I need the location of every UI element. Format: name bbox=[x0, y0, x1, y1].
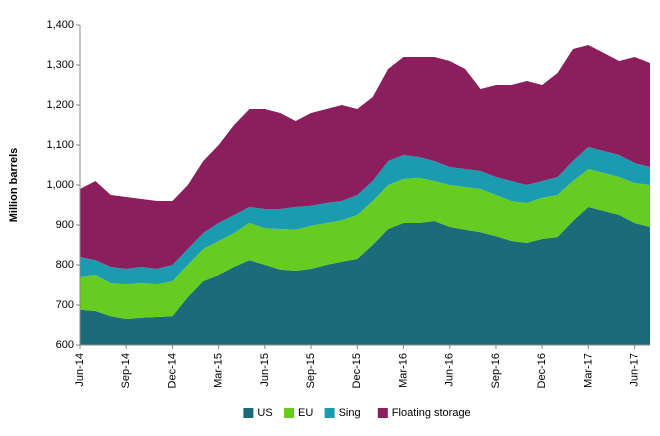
legend-label: Sing bbox=[339, 407, 361, 419]
y-tick-label: 1,000 bbox=[46, 179, 74, 191]
legend-swatch bbox=[324, 408, 335, 418]
y-tick-label: 800 bbox=[56, 259, 74, 271]
legend-swatch bbox=[284, 408, 294, 418]
legend-label: Floating storage bbox=[392, 407, 471, 419]
x-tick-label: Dec-16 bbox=[536, 353, 548, 388]
x-tick-label: Sep-14 bbox=[120, 353, 132, 388]
y-tick-label: 600 bbox=[56, 339, 74, 351]
x-tick-label: Sep-16 bbox=[490, 353, 502, 388]
y-tick-label: 1,400 bbox=[46, 19, 74, 31]
x-tick-label: Jun-15 bbox=[259, 353, 271, 387]
area bbox=[80, 207, 650, 345]
legend-swatch bbox=[377, 408, 388, 418]
area bbox=[80, 45, 650, 269]
legend-label: US bbox=[257, 407, 272, 419]
y-tick-label: 1,200 bbox=[46, 99, 74, 111]
x-tick-label: Jun-17 bbox=[629, 353, 641, 387]
legend-swatch bbox=[243, 408, 254, 418]
x-tick-label: Mar-17 bbox=[582, 353, 594, 388]
y-tick-label: 900 bbox=[56, 219, 74, 231]
legend-label: EU bbox=[298, 407, 313, 419]
x-tick-label: Dec-15 bbox=[351, 353, 363, 388]
y-axis-label: Million barrels bbox=[8, 148, 20, 223]
x-tick-label: Mar-16 bbox=[397, 353, 409, 388]
x-tick-label: Dec-14 bbox=[166, 353, 178, 388]
y-tick-label: 1,300 bbox=[46, 59, 74, 71]
y-tick-label: 1,100 bbox=[46, 139, 74, 151]
y-tick-label: 700 bbox=[56, 299, 74, 311]
x-tick-label: Jun-16 bbox=[444, 353, 456, 387]
x-tick-label: Sep-15 bbox=[305, 353, 317, 388]
area bbox=[80, 147, 650, 285]
area bbox=[80, 169, 650, 319]
x-tick-label: Jun-14 bbox=[74, 353, 86, 387]
x-tick-label: Mar-15 bbox=[213, 353, 225, 388]
